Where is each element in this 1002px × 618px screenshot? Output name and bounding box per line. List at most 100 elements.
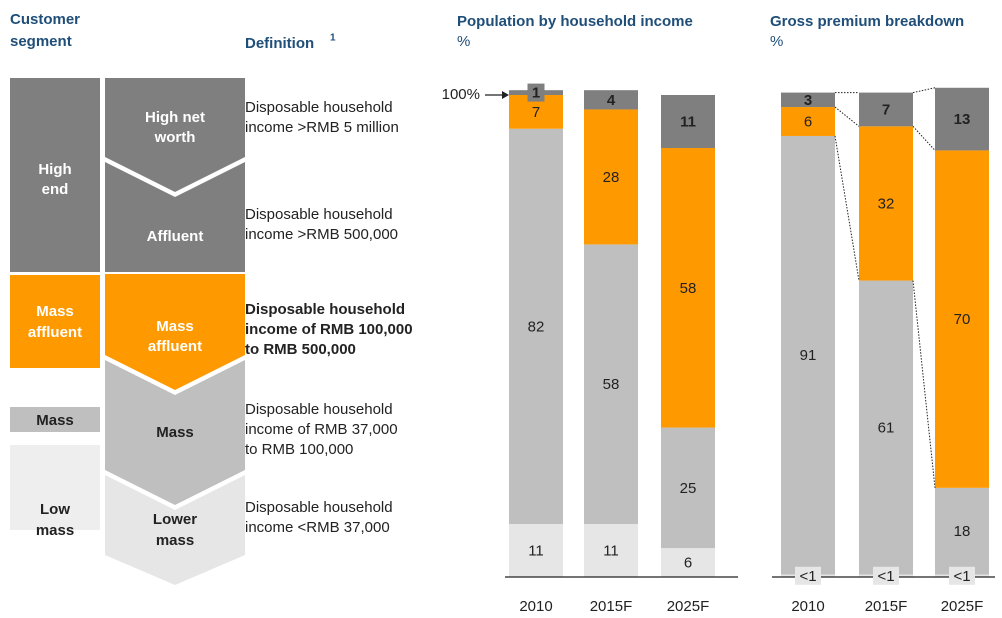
value-label: 7 [882,101,890,118]
bar-segment [509,523,563,577]
value-label: 11 [603,542,619,559]
value-label: 3 [804,92,812,109]
chart-subtitle: % [770,33,783,50]
bar-segment [584,523,638,577]
value-label: 7 [532,104,540,121]
chart-title: Gross premium breakdown [770,13,964,30]
value-label: 6 [804,113,812,130]
definition: Disposable household [245,499,393,516]
chevron [105,360,245,505]
bar-segment [584,90,638,110]
bar-segment [935,150,989,488]
value-label: 58 [603,376,620,393]
header-segment: segment [10,33,72,50]
y-tick-label: 100% [442,86,480,103]
group-label: mass [36,522,74,539]
chevron-edge [174,157,246,196]
definition: income >RMB 500,000 [245,226,398,243]
bar-segment [935,487,989,575]
chart-subtitle: % [457,33,470,50]
subsegment-label: High net [145,109,205,126]
chevron [105,78,245,192]
definition: income >RMB 5 million [245,119,399,136]
chevron-edge [104,157,176,196]
x-tick-label: 2015F [865,598,908,615]
value-label: 4 [607,92,616,109]
definition: to RMB 500,000 [245,341,356,358]
x-tick-label: 2025F [667,598,710,615]
group-label: affluent [28,324,82,341]
value-label: 32 [878,195,895,212]
x-tick-label: 2025F [941,598,984,615]
value-label: 18 [954,523,971,540]
chevron [105,475,245,585]
value-label: 82 [528,318,545,335]
x-tick-label: 2010 [519,598,552,615]
bar-segment [661,95,715,149]
definition: Disposable household [245,99,393,116]
value-label: <1 [953,568,970,585]
x-tick-label: 2015F [590,598,633,615]
subsegment-label: Mass [156,424,194,441]
x-tick-label: 2010 [791,598,824,615]
bar-segment [661,427,715,549]
group-box [10,445,100,530]
definition: income of RMB 100,000 [245,321,413,338]
value-label: 28 [603,169,620,186]
group-box [10,78,100,272]
bar-segment [661,148,715,428]
arrow-head [502,91,509,99]
label-box [795,566,821,585]
subsegment-label: affluent [148,338,202,355]
value-label: 13 [954,111,971,128]
value-label: 70 [954,311,971,328]
value-label: 11 [680,113,696,130]
connector-line [834,135,860,281]
footnote-mark: 1 [330,33,336,44]
value-label: 25 [680,480,697,497]
value-label: 58 [680,280,697,297]
definition: Disposable household [245,401,393,418]
bar-segment [935,87,989,151]
subsegment-label: Affluent [147,228,204,245]
bar-segment [859,92,913,127]
definition: income <RMB 37,000 [245,519,390,536]
header-definition: Definition [245,35,314,52]
subsegment-label: worth [154,129,196,146]
label-box [527,83,545,102]
value-label: 1 [532,85,540,102]
group-label: Mass [36,303,74,320]
label-box [949,566,975,585]
header-segment: Customer [10,11,80,28]
subsegment-label: mass [156,532,194,549]
chevron [105,274,245,390]
value-label: 91 [800,347,817,364]
subsegment-label: Mass [156,318,194,335]
group-label: Mass [36,412,74,429]
chart-title: Population by household income [457,13,693,30]
connector-line [912,280,936,488]
bar-segment [584,109,638,245]
value-label: <1 [799,568,816,585]
connector-line [834,106,860,127]
bar-segment [781,135,835,575]
bar-segment [661,548,715,577]
value-label: 61 [878,420,895,437]
group-box [10,275,100,368]
value-label: <1 [877,568,894,585]
bar-segment [584,244,638,524]
bar-segment [859,280,913,575]
connector-line [912,87,936,94]
label-box [873,566,899,585]
definition: Disposable household [245,301,405,318]
bar-segment [781,107,835,136]
connector-line [912,125,936,151]
group-box [10,407,100,432]
value-label: 11 [528,542,544,559]
group-label: end [42,181,69,198]
group-label: Low [40,501,70,518]
value-label: 6 [684,555,692,572]
definition: Disposable household [245,206,393,223]
group-label: High [38,161,71,178]
